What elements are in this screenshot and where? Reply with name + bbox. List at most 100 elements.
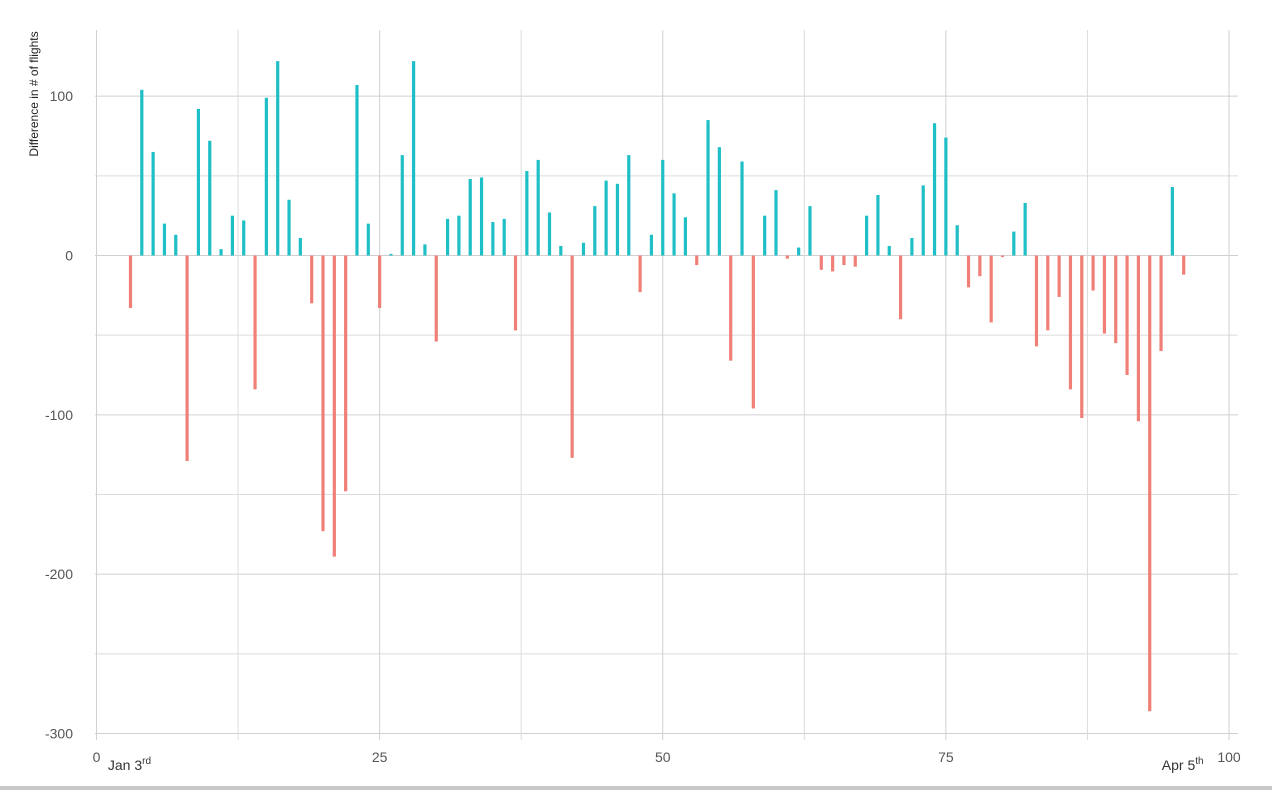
bar (1136, 255, 1140, 422)
date-annotation: Jan 3rd (108, 756, 151, 773)
bar (242, 220, 246, 256)
bar (627, 155, 631, 256)
x-tick-label: 0 (93, 749, 101, 765)
bar (593, 206, 597, 256)
bar (344, 255, 348, 492)
bottom-border (0, 786, 1272, 790)
bar (763, 215, 767, 256)
bar (1057, 255, 1061, 297)
bar (513, 255, 518, 331)
bar (1159, 255, 1163, 352)
bar (978, 255, 982, 277)
bar (128, 255, 133, 309)
bar (174, 234, 178, 256)
bar (1182, 255, 1186, 275)
bar (445, 218, 450, 256)
bar (185, 255, 189, 462)
bar (140, 89, 144, 256)
bar (151, 151, 155, 256)
bar (162, 223, 167, 256)
bar (695, 255, 699, 266)
bar (547, 212, 552, 256)
bar (853, 255, 857, 267)
bar (400, 155, 404, 256)
date-annotations: Jan 3rd Apr 5th (108, 756, 1204, 773)
bar (253, 255, 257, 390)
y-tick-label: 0 (65, 248, 73, 264)
bar (423, 244, 427, 256)
bar (287, 199, 291, 256)
bar (683, 217, 687, 256)
bar (819, 255, 823, 270)
bar (706, 120, 710, 256)
bar (955, 225, 959, 256)
bar (536, 159, 540, 256)
bar (1012, 231, 1016, 256)
date-annotation: Apr 5th (1162, 756, 1204, 773)
grid-lines (95, 30, 1238, 740)
bar (729, 255, 733, 361)
bar (208, 140, 212, 256)
bar (378, 255, 382, 309)
bar (1034, 255, 1039, 347)
y-tick-label: -100 (45, 407, 73, 423)
bar (932, 123, 937, 256)
x-tick-label: 100 (1217, 749, 1241, 765)
bar (570, 255, 574, 458)
bar (298, 237, 302, 256)
tick-labels: 100 0 -100 -200 -300 0 25 50 75 100 (45, 88, 1241, 765)
bar (797, 247, 801, 256)
bar (910, 237, 914, 256)
bar (717, 147, 721, 256)
bar (672, 193, 676, 256)
bar (751, 255, 755, 409)
bars (128, 61, 1186, 712)
bar (491, 222, 495, 256)
bar (479, 177, 484, 256)
bar (1080, 255, 1084, 419)
x-tick-label: 75 (938, 749, 954, 765)
bar (604, 180, 608, 256)
bar (944, 137, 948, 256)
bar (412, 61, 416, 256)
bar (310, 255, 314, 304)
y-tick-label: -300 (45, 726, 73, 742)
bar (264, 97, 268, 256)
bar (355, 85, 359, 256)
y-tick-label: 100 (50, 88, 74, 104)
bar (219, 249, 223, 256)
y-tick-label: -200 (45, 566, 73, 582)
bar (581, 242, 586, 256)
bar (434, 255, 438, 342)
bar (1023, 202, 1027, 256)
bar (1170, 186, 1174, 256)
bar (785, 255, 789, 259)
x-tick-label: 25 (372, 749, 388, 765)
bar (196, 108, 201, 256)
bar (525, 171, 529, 256)
bar (1148, 255, 1152, 712)
bar (457, 215, 461, 256)
bar (559, 245, 563, 256)
bar (389, 253, 393, 256)
bar (740, 161, 744, 256)
bar (989, 255, 993, 323)
bar (876, 194, 880, 256)
bar (468, 179, 472, 256)
bar (615, 183, 620, 256)
bar (1102, 255, 1107, 334)
bar (1091, 255, 1095, 291)
bar (638, 255, 642, 293)
bar (321, 255, 325, 532)
bar (1068, 255, 1073, 390)
bar (649, 234, 654, 256)
bar (898, 255, 903, 320)
bar (502, 218, 506, 256)
bar (366, 223, 370, 256)
bar (332, 255, 336, 557)
bar (774, 190, 778, 256)
y-axis-label: Difference in # of flights (27, 31, 41, 156)
bar (1114, 255, 1118, 344)
bar (842, 255, 846, 266)
